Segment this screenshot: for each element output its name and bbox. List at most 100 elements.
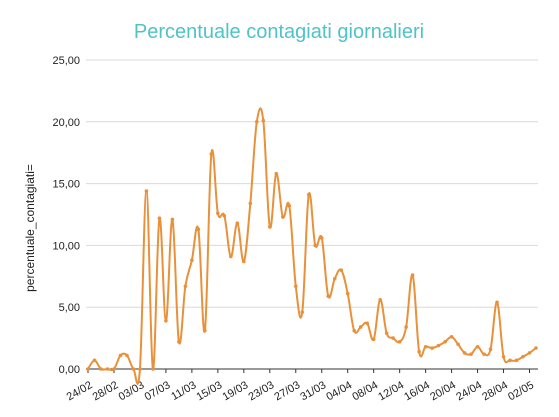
x-tick-label: 08/04 <box>350 379 380 403</box>
data-point <box>86 367 90 371</box>
data-point <box>235 221 240 225</box>
data-point <box>495 300 499 305</box>
data-point <box>430 346 434 350</box>
x-tick-label: 15/03 <box>195 379 225 403</box>
data-point <box>319 236 324 240</box>
data-point <box>125 353 129 358</box>
data-point <box>352 328 357 333</box>
x-tick-label: 19/03 <box>220 379 250 403</box>
data-point <box>144 189 149 193</box>
y-axis-label: percentuale_contagiati= <box>23 164 37 292</box>
data-point <box>326 294 331 298</box>
series-line <box>87 107 537 385</box>
data-point <box>397 340 402 344</box>
x-tick-label: 23/03 <box>246 379 276 403</box>
data-point <box>255 120 259 124</box>
data-point <box>371 337 376 342</box>
data-point <box>170 217 175 222</box>
data-point <box>164 319 168 323</box>
data-point <box>527 351 532 355</box>
data-point <box>203 328 207 333</box>
data-point <box>216 211 220 216</box>
data-point <box>404 325 408 329</box>
data-point <box>449 335 454 339</box>
data-point <box>475 344 480 349</box>
x-tick-label: 28/02 <box>91 379 121 403</box>
data-point <box>534 346 538 350</box>
data-point <box>183 284 188 288</box>
data-point <box>242 259 246 264</box>
data-point <box>410 273 415 277</box>
data-point <box>332 276 337 281</box>
data-point <box>514 358 519 363</box>
data-point <box>306 192 311 197</box>
y-tick-label: 25,00 <box>52 55 80 67</box>
data-point <box>488 347 493 352</box>
x-tick-label: 31/03 <box>298 379 328 403</box>
data-point <box>177 340 181 344</box>
data-point <box>482 352 486 356</box>
data-point <box>131 367 136 371</box>
x-tick-label: 27/03 <box>272 379 302 403</box>
data-point <box>423 344 428 349</box>
data-point <box>365 321 369 326</box>
x-tick-label: 12/04 <box>376 379 406 403</box>
data-point <box>196 227 201 232</box>
x-tick-label: 24/04 <box>454 379 484 403</box>
data-point <box>268 225 272 229</box>
data-point <box>287 204 292 208</box>
data-point <box>384 331 389 335</box>
x-tick-label: 02/05 <box>506 379 536 403</box>
data-point <box>274 171 279 176</box>
data-point <box>92 358 97 363</box>
x-tick-label: 04/04 <box>324 379 354 403</box>
data-point <box>112 367 116 371</box>
data-point <box>501 354 506 359</box>
y-axis-ticks: 0,00 5,00 10,00 15,00 20,00 25,00 <box>52 55 80 376</box>
y-tick-label: 5,00 <box>59 302 80 314</box>
data-point <box>521 354 525 359</box>
data-point <box>261 118 266 123</box>
grid <box>86 59 538 308</box>
data-point <box>339 268 344 272</box>
data-point <box>229 254 233 259</box>
data-point <box>378 297 382 302</box>
data-point <box>469 352 473 356</box>
data-point <box>118 353 123 358</box>
data-point <box>209 152 214 156</box>
x-tick-label: 16/04 <box>402 379 432 403</box>
y-tick-label: 20,00 <box>52 117 80 129</box>
data-point <box>391 336 395 340</box>
data-point <box>222 213 227 218</box>
x-tick-label: 24/02 <box>65 379 95 403</box>
data-point <box>99 367 103 371</box>
data-point <box>157 216 162 221</box>
data-point <box>151 367 155 371</box>
data-point <box>462 351 467 355</box>
y-tick-label: 10,00 <box>52 240 80 252</box>
x-tick-label: 20/04 <box>428 379 458 403</box>
data-point <box>105 367 110 371</box>
series-layer <box>86 107 538 385</box>
data-point <box>436 343 441 348</box>
chart-title: Percentuale contagiati giornalieri <box>134 21 424 43</box>
data-point <box>138 367 142 371</box>
y-tick-label: 0,00 <box>59 364 80 376</box>
data-point <box>345 291 350 296</box>
data-point <box>293 284 298 288</box>
y-tick-label: 15,00 <box>52 179 80 191</box>
x-tick-label: 03/03 <box>117 379 147 403</box>
x-tick-label: 28/04 <box>480 379 510 403</box>
data-point <box>358 325 363 329</box>
data-point <box>417 349 421 354</box>
x-tick-label: 11/03 <box>169 379 198 403</box>
x-tick-label: 07/03 <box>143 379 173 403</box>
data-point <box>456 342 460 347</box>
data-point <box>508 358 512 363</box>
data-point <box>313 243 318 248</box>
data-point <box>443 340 447 344</box>
data-point <box>280 215 285 219</box>
data-point <box>190 258 194 263</box>
